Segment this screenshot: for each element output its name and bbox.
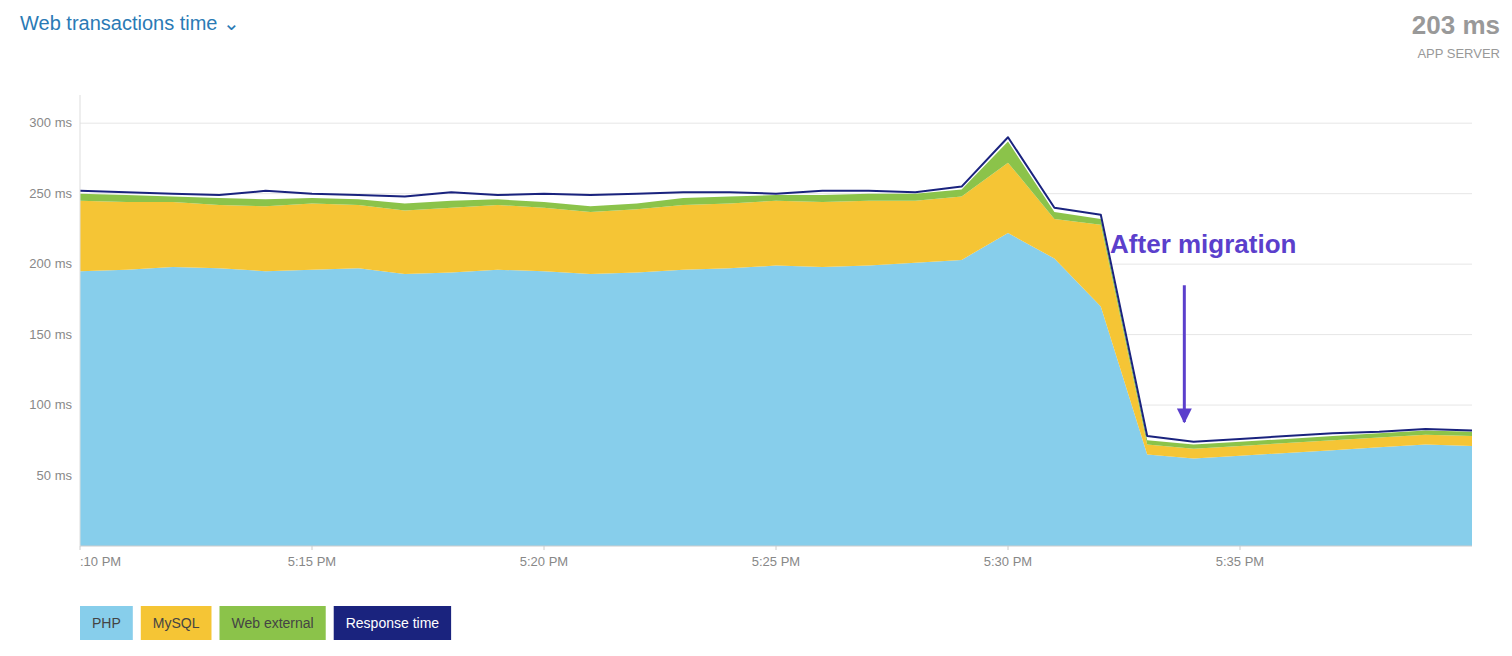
legend-label: MySQL <box>153 615 200 631</box>
legend-item: Response time <box>334 606 451 640</box>
line <box>80 137 1472 441</box>
legend-swatch <box>219 606 325 640</box>
x-tick <box>312 546 313 550</box>
x-tick <box>80 546 81 550</box>
side-label: APP SERVER <box>1417 46 1500 61</box>
y-tick-label: 300 ms <box>29 115 72 130</box>
x-tick-label: 5:15 PM <box>288 554 336 569</box>
legend-item: Web external <box>219 606 325 640</box>
annotation: After migration <box>1110 229 1296 259</box>
x-tick-label: 5:25 PM <box>752 554 800 569</box>
area <box>80 233 1472 546</box>
chart: Web transactions time ⌄ 50 ms 100 ms 150 ms… <box>0 0 1512 656</box>
plot-area <box>80 137 1472 546</box>
x-tick <box>1008 546 1009 550</box>
y-tick-label: 50 ms <box>37 468 73 483</box>
legend-label: PHP <box>92 615 121 631</box>
legend-label: Web external <box>231 615 313 631</box>
legend-swatch <box>141 606 212 640</box>
y-axis-line <box>80 95 81 546</box>
legend-label: Response time <box>346 615 440 631</box>
legend-item: MySQL <box>141 606 212 640</box>
area <box>80 163 1472 459</box>
x-tick-label: 5:35 PM <box>1216 554 1264 569</box>
y-tick-label: 150 ms <box>29 327 72 342</box>
x-tick <box>1240 546 1241 550</box>
x-tick <box>544 546 545 550</box>
x-tick-label: 5:20 PM <box>520 554 568 569</box>
annotation-arrow <box>1183 285 1186 422</box>
side-label: 203 ms <box>1412 10 1500 40</box>
x-tick <box>776 546 777 550</box>
legend-item: PHP <box>80 606 133 640</box>
grid-line <box>80 123 1472 124</box>
y-tick-label: 250 ms <box>29 186 72 201</box>
x-tick-label: :10 PM <box>80 554 121 569</box>
legend-swatch <box>334 606 451 640</box>
legend-swatch <box>80 606 133 640</box>
y-tick-label: 200 ms <box>29 256 72 271</box>
area <box>80 142 1472 449</box>
y-tick-label: 100 ms <box>29 397 72 412</box>
x-tick-label: 5:30 PM <box>984 554 1032 569</box>
title: Web transactions time ⌄ <box>20 12 240 34</box>
